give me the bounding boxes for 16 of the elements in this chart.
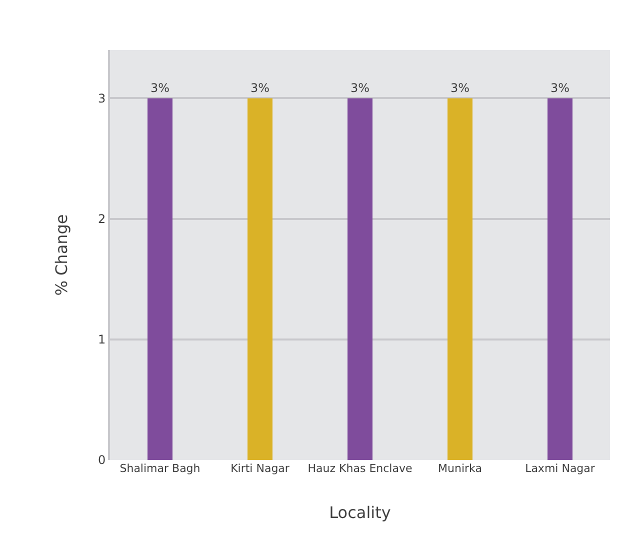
x-tick-label: Kirti Nagar [230, 462, 290, 475]
data-label: 3% [550, 81, 570, 96]
x-tick-label: Hauz Khas Enclave [308, 462, 412, 475]
y-axis-title: % Change [52, 214, 71, 296]
data-label: 3% [150, 81, 170, 96]
data-label: 3% [450, 81, 470, 96]
data-label: 3% [350, 81, 370, 96]
y-tick-label: 1 [98, 332, 106, 347]
x-tick-label: Munirka [438, 462, 482, 475]
x-axis-title: Locality [329, 503, 391, 522]
data-label: 3% [250, 81, 270, 96]
x-tick-label: Laxmi Nagar [525, 462, 596, 475]
y-tick-label: 3 [98, 91, 106, 106]
y-tick-label: 0 [98, 453, 106, 468]
y-tick-label: 2 [98, 212, 106, 226]
x-tick-label: Shalimar Bagh [120, 462, 200, 475]
